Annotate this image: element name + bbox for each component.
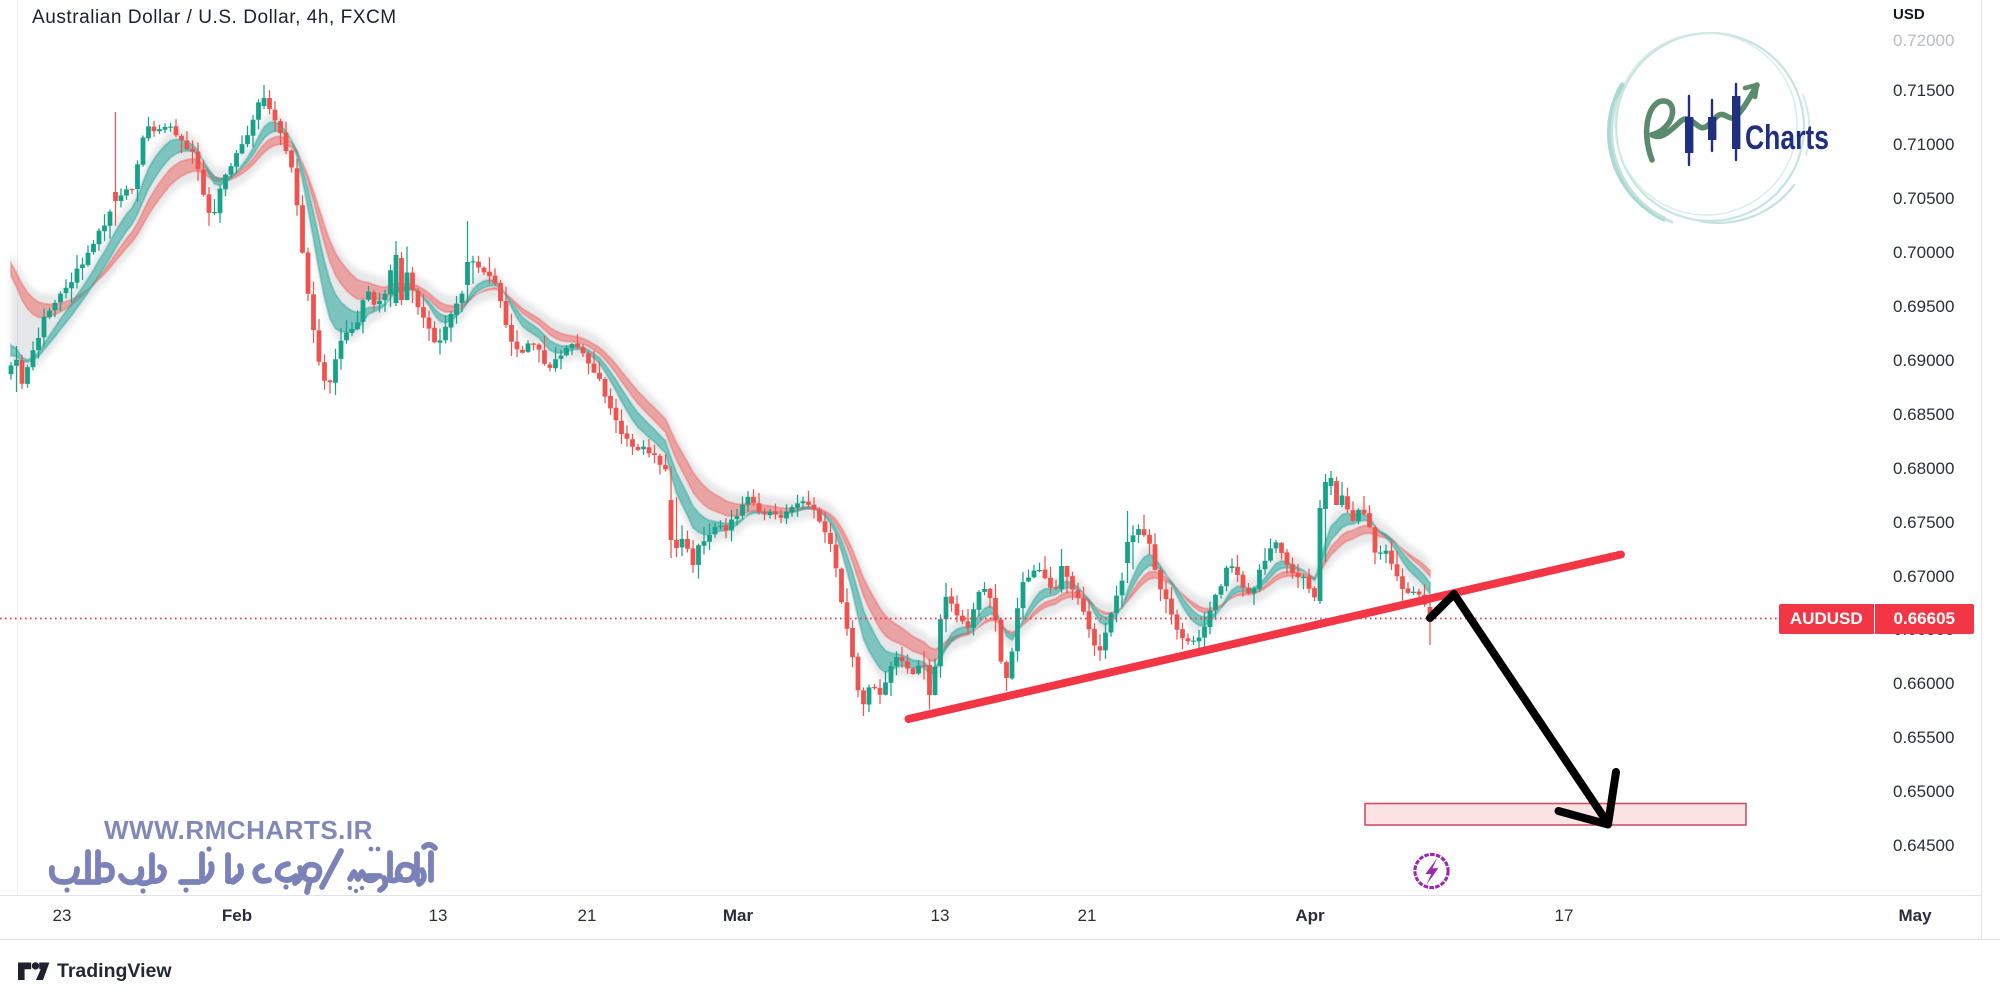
svg-text:Charts: Charts — [1745, 119, 1829, 157]
